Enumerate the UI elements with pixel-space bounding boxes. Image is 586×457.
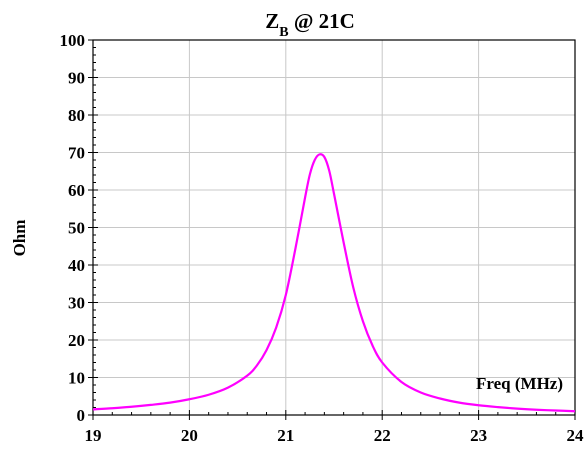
x-tick-label: 21: [277, 426, 294, 445]
y-tick-label: 80: [68, 106, 85, 125]
y-tick-label: 90: [68, 69, 85, 88]
y-tick-label: 0: [77, 406, 86, 425]
y-tick-label: 100: [60, 31, 86, 50]
y-tick-labels: 0 10 20 30 40 50 60 70 80 90 100: [60, 31, 86, 425]
y-tick-label: 30: [68, 294, 85, 313]
chart-title-main: Z: [265, 9, 279, 33]
y-tick-label: 10: [68, 369, 85, 388]
y-tick-label: 70: [68, 144, 85, 163]
series-line: [92, 153, 576, 413]
x-tick-label: 20: [181, 426, 198, 445]
chart-title: ZB @ 21C: [265, 9, 355, 40]
x-tick-label: 23: [470, 426, 487, 445]
y-axis-label: Ohm: [10, 220, 29, 257]
x-tick-labels: 19 20 21 22 23 24: [85, 426, 585, 445]
x-tick-label: 19: [85, 426, 102, 445]
y-tick-label: 20: [68, 331, 85, 350]
grid: [93, 40, 575, 415]
chart-title-subscript: B: [279, 25, 288, 40]
y-tick-label: 50: [68, 219, 85, 238]
y-tick-label: 40: [68, 256, 85, 275]
x-tick-label: 22: [374, 426, 391, 445]
axis-ticks: [88, 39, 576, 420]
y-tick-label: 60: [68, 181, 85, 200]
x-tick-label: 24: [567, 426, 585, 445]
x-axis-label: Freq (MHz): [476, 374, 563, 393]
chart-title-rest: @ 21C: [289, 9, 355, 33]
